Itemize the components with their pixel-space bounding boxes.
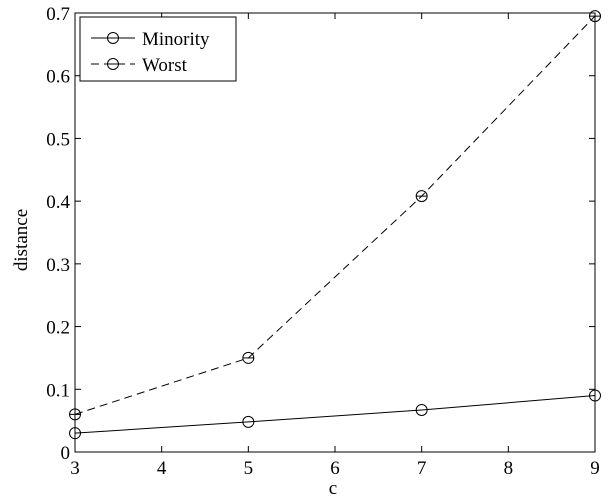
- data-point: [69, 427, 81, 440]
- series-line: [74, 395, 596, 434]
- series-minority: [69, 389, 601, 440]
- y-axis-label: distance: [11, 209, 32, 271]
- legend-label: Minority: [142, 29, 210, 50]
- y-tick-label: 0.2: [46, 318, 70, 339]
- x-tick-label: 3: [70, 458, 80, 479]
- y-tick-label: 0.5: [46, 129, 70, 150]
- x-axis-label: c: [329, 478, 337, 497]
- y-axis: 0 0.1 0.2 0.3 0.4 0.5 0.6 0.7: [46, 4, 595, 464]
- y-tick-label: 0: [61, 443, 71, 464]
- series-worst: [69, 10, 601, 421]
- x-tick-label: 6: [330, 458, 340, 479]
- data-point: [415, 403, 428, 416]
- series-layer: [69, 10, 601, 440]
- x-tick-label: 8: [504, 458, 514, 479]
- legend: Minority Worst: [79, 16, 237, 82]
- y-tick-label: 0.3: [46, 255, 70, 276]
- series-line: [74, 15, 596, 415]
- legend-marker: [107, 32, 119, 44]
- data-point: [242, 415, 255, 428]
- legend-label: Worst: [142, 55, 188, 76]
- legend-box: [79, 16, 237, 82]
- x-tick-label: 5: [244, 458, 254, 479]
- y-tick-label: 0.6: [46, 67, 70, 88]
- x-tick-label: 7: [417, 458, 427, 479]
- x-tick-label: 4: [157, 458, 167, 479]
- y-tick-label: 0.1: [46, 380, 70, 401]
- data-point: [589, 389, 601, 402]
- x-tick-label: 9: [590, 458, 600, 479]
- y-tick-label: 0.7: [46, 4, 70, 25]
- y-tick-label: 0.4: [46, 192, 70, 213]
- x-axis: 3 4 5 6 7 8 9: [70, 13, 600, 479]
